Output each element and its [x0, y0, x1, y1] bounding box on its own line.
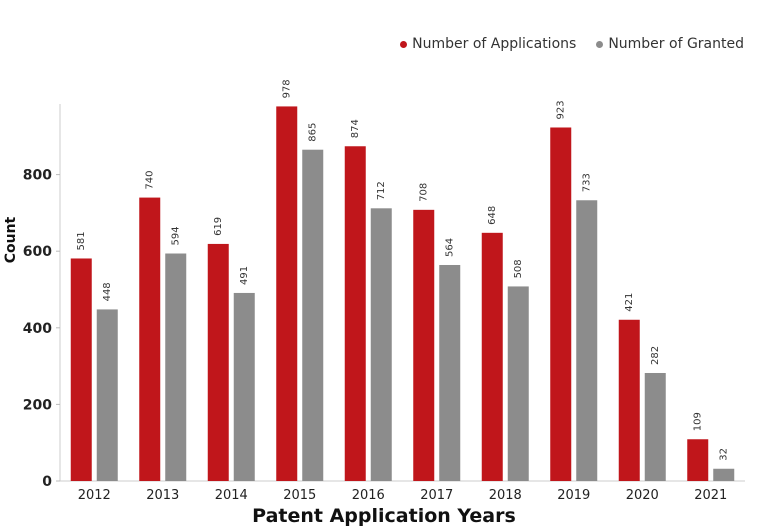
x-tick-label: 2020 — [626, 488, 659, 503]
bar-granted — [644, 372, 666, 481]
bar-granted — [302, 149, 324, 481]
legend: Number of Applications Number of Granted — [400, 36, 744, 52]
value-label-applications: 619 — [213, 217, 224, 236]
value-label-granted: 32 — [719, 448, 730, 461]
bar-granted — [370, 208, 392, 481]
x-tick-label: 2019 — [557, 488, 590, 503]
value-label-applications: 648 — [487, 206, 498, 225]
x-tick-label: 2016 — [352, 488, 385, 503]
legend-item-applications: Number of Applications — [400, 36, 576, 52]
value-label-granted: 733 — [582, 173, 593, 192]
value-label-granted: 508 — [513, 259, 524, 278]
value-label-granted: 564 — [445, 238, 456, 257]
value-label-applications: 923 — [556, 100, 567, 119]
x-axis-title: Patent Application Years — [252, 505, 516, 527]
value-label-granted: 448 — [102, 282, 113, 301]
x-tick-label: 2012 — [78, 488, 111, 503]
bar-applications — [413, 209, 435, 481]
x-tick-label: 2021 — [694, 488, 727, 503]
value-label-applications: 740 — [145, 170, 156, 189]
bars-group — [70, 106, 735, 482]
bar-applications — [344, 146, 366, 481]
legend-dot-applications — [400, 40, 408, 48]
x-tick-label: 2018 — [489, 488, 522, 503]
bar-applications — [618, 319, 640, 481]
x-tick-label: 2014 — [215, 488, 248, 503]
value-label-applications: 978 — [282, 79, 293, 98]
value-label-granted: 282 — [650, 346, 661, 365]
legend-item-granted: Number of Granted — [596, 36, 744, 52]
bar-granted — [713, 468, 735, 481]
value-label-granted: 594 — [171, 226, 182, 245]
x-tick-label: 2015 — [283, 488, 316, 503]
value-label-applications: 708 — [419, 183, 430, 202]
value-label-granted: 491 — [239, 266, 250, 285]
value-label-applications: 581 — [76, 231, 87, 250]
value-label-applications: 874 — [350, 119, 361, 138]
x-tick-label: 2013 — [146, 488, 179, 503]
bar-applications — [207, 243, 229, 481]
legend-label-applications: Number of Applications — [412, 36, 577, 52]
value-label-granted: 712 — [376, 181, 387, 200]
bar-granted — [96, 309, 118, 481]
bar-granted — [507, 286, 529, 481]
bar-applications — [70, 258, 92, 481]
y-tick-label: 0 — [42, 474, 52, 490]
bar-applications — [481, 232, 503, 481]
bar-granted — [576, 200, 598, 482]
bar-applications — [139, 197, 161, 481]
value-label-granted: 865 — [308, 123, 319, 142]
y-tick-label: 200 — [23, 397, 52, 413]
x-tick-label: 2017 — [420, 488, 453, 503]
bar-granted — [165, 253, 187, 481]
value-label-applications: 421 — [624, 293, 635, 312]
y-tick-label: 600 — [23, 244, 52, 260]
y-axis-title: Count — [3, 216, 19, 263]
y-tick-label: 800 — [23, 168, 52, 184]
bar-granted — [233, 292, 255, 481]
bar-applications — [550, 127, 572, 481]
bar-applications — [276, 106, 298, 482]
y-tick-label: 400 — [23, 321, 52, 337]
labels-group: 0 200 400 600 800 581 448 2012 740 594 2013 619 491 2… — [23, 79, 730, 503]
bar-granted — [439, 264, 461, 481]
legend-label-granted: Number of Granted — [608, 36, 744, 52]
value-label-applications: 109 — [693, 412, 704, 431]
bar-applications — [687, 439, 709, 481]
legend-dot-granted — [596, 40, 604, 48]
